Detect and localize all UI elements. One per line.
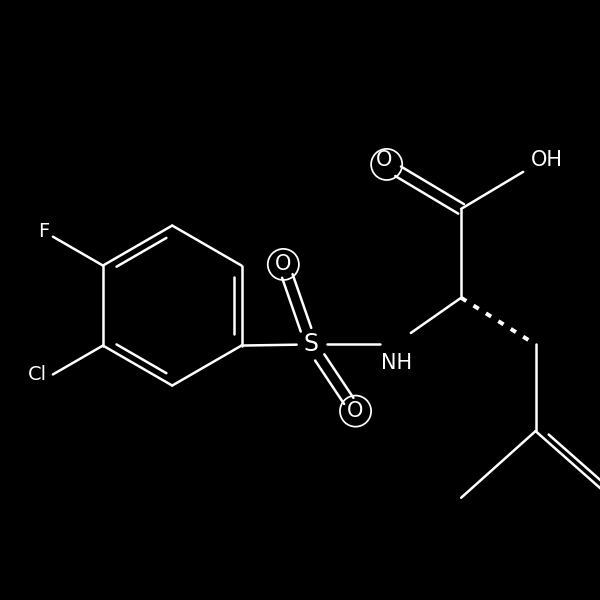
Text: O: O: [376, 150, 392, 170]
Text: NH: NH: [381, 353, 412, 373]
Text: OH: OH: [530, 150, 563, 170]
Text: O: O: [275, 254, 292, 274]
Text: F: F: [38, 221, 50, 241]
Text: Cl: Cl: [28, 365, 47, 384]
Text: O: O: [347, 401, 364, 421]
Text: S: S: [304, 332, 319, 356]
